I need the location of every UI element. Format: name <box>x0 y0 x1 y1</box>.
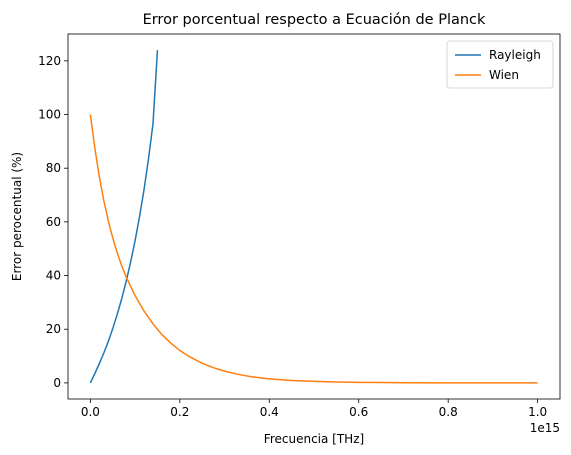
x-axis-offset-label: 1e15 <box>530 421 560 435</box>
y-tick-label: 80 <box>46 161 61 175</box>
y-tick-label: 40 <box>46 269 61 283</box>
y-axis: 0 20 40 60 80 100 120 <box>38 54 68 390</box>
series-line-rayleigh <box>89 50 159 384</box>
y-tick-label: 60 <box>46 215 61 229</box>
y-tick-label: 20 <box>46 322 61 336</box>
legend-box <box>446 40 554 89</box>
axes-frame <box>67 33 561 400</box>
x-tick-label: 0.4 <box>260 405 279 419</box>
x-tick-label: 0.8 <box>439 405 458 419</box>
x-axis: 0.0 0.2 0.4 0.6 0.8 1.0 <box>81 399 547 419</box>
y-tick-label: 0 <box>53 376 61 390</box>
y-tick-label: 100 <box>38 108 61 122</box>
plot-area <box>89 50 538 384</box>
legend: Rayleigh Wien <box>446 40 554 89</box>
legend-label: Rayleigh <box>489 48 541 62</box>
x-tick-label: 0.6 <box>349 405 368 419</box>
legend-label: Wien <box>489 68 519 82</box>
chart-title: Error porcentual respecto a Ecuación de … <box>143 12 486 28</box>
series-line-wien <box>89 114 538 384</box>
x-tick-label: 0.0 <box>81 405 100 419</box>
x-tick-label: 0.2 <box>170 405 189 419</box>
x-tick-label: 1.0 <box>528 405 547 419</box>
x-axis-label: Frecuencia [THz] <box>264 432 364 446</box>
y-tick-label: 120 <box>38 54 61 68</box>
y-axis-label: Error perocentual (%) <box>10 152 24 281</box>
